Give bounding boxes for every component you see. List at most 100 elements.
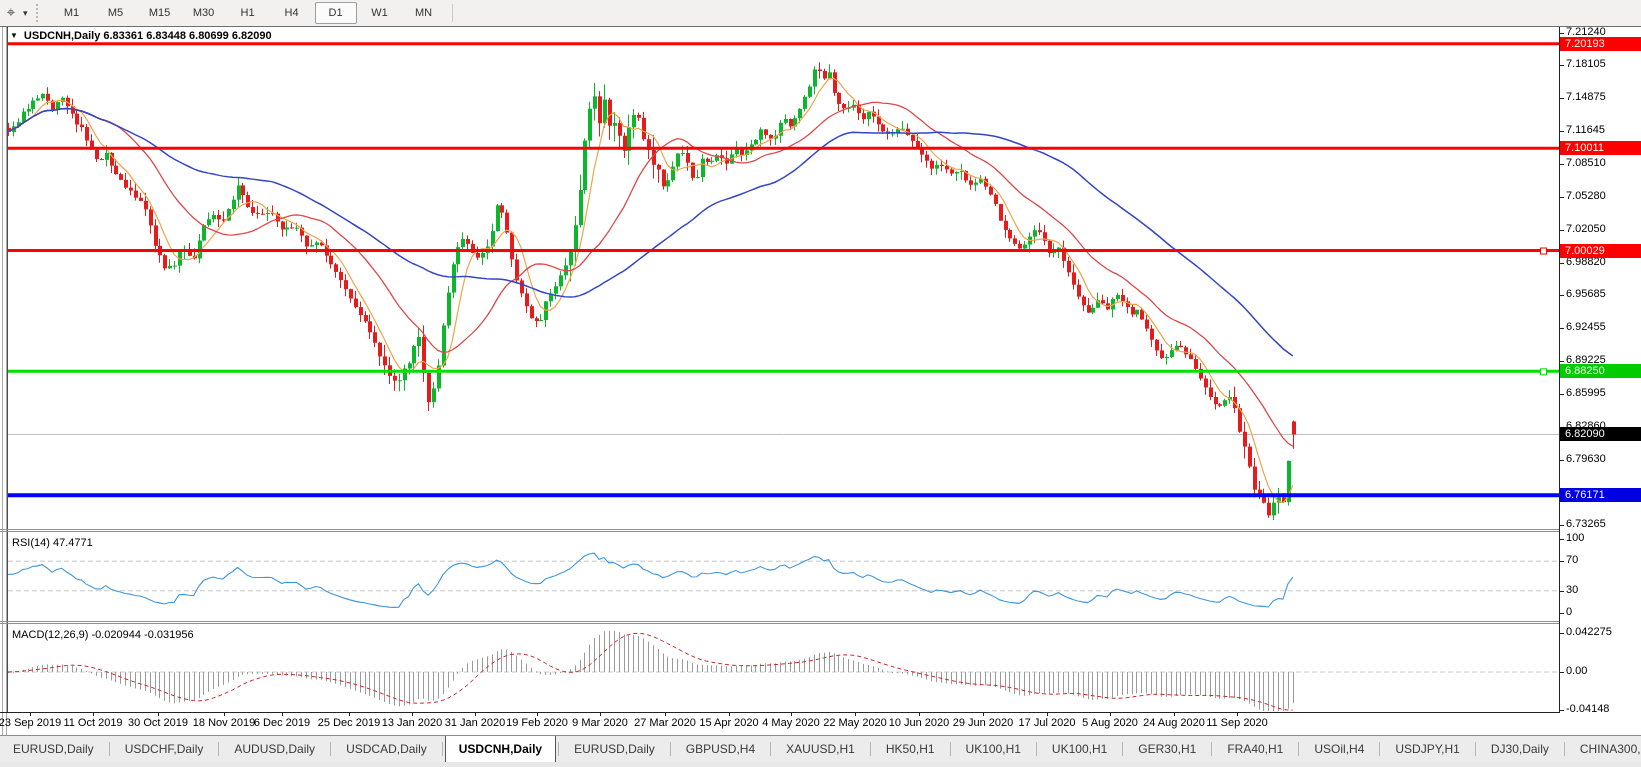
- timeframe-button-MN[interactable]: MN: [414, 7, 433, 19]
- price-tick-label: 7.05280: [1566, 189, 1606, 202]
- date-tick-mark: [600, 712, 601, 716]
- scale-tick-mark: [1560, 163, 1564, 165]
- date-tick-mark: [30, 712, 31, 716]
- timeframe-button-M5[interactable]: M5: [107, 7, 124, 19]
- tab-CHINA300-H1[interactable]: CHINA300,H1: [1579, 742, 1641, 756]
- pane-divider[interactable]: [0, 529, 1641, 530]
- date-label: 19 Feb 2020: [506, 717, 568, 729]
- date-label: 31 Jan 2020: [444, 717, 506, 729]
- date-tick-mark: [282, 712, 283, 716]
- tab-separator: [441, 742, 443, 756]
- timeframe-button-M30[interactable]: M30: [192, 7, 215, 19]
- price-tick-label: 7.21240: [1566, 26, 1606, 38]
- tab-separator: [949, 742, 951, 756]
- scale-tick-mark: [1560, 328, 1564, 330]
- tab-XAUUSD-H1[interactable]: XAUUSD,H1: [786, 742, 855, 756]
- price-tick-label: 7.11645: [1566, 124, 1605, 137]
- tab-USOil-H4[interactable]: USOil,H4: [1314, 742, 1365, 756]
- date-label: 11 Oct 2019: [63, 717, 123, 729]
- tab-separator: [770, 742, 772, 756]
- macd-panel-canvas[interactable]: [8, 624, 1559, 711]
- date-tick-mark: [537, 712, 538, 716]
- date-tick-mark: [158, 712, 159, 716]
- tab-EURUSD-Daily[interactable]: EURUSD,Daily: [574, 742, 655, 756]
- tab-USDCAD-Daily[interactable]: USDCAD,Daily: [346, 742, 427, 756]
- timeframe-button-H4[interactable]: H4: [284, 7, 299, 19]
- scale-tick-mark: [1560, 65, 1564, 67]
- date-label: 15 Apr 2020: [699, 717, 759, 729]
- date-label: 6 Dec 2019: [253, 717, 311, 729]
- tab-AUDUSD-Daily[interactable]: AUDUSD,Daily: [234, 742, 316, 756]
- date-tick-mark: [665, 712, 666, 716]
- tab-EURUSD-Daily[interactable]: EURUSD,Daily: [13, 742, 94, 756]
- tab-UK100-H1[interactable]: UK100,H1: [965, 742, 1021, 756]
- tab-HK50-H1[interactable]: HK50,H1: [885, 742, 935, 756]
- scale-tick-mark: [1560, 196, 1564, 198]
- date-label: 11 Sep 2020: [1206, 717, 1268, 729]
- tab-GER30-H1[interactable]: GER30,H1: [1138, 742, 1197, 756]
- toolbar-grip[interactable]: [35, 4, 42, 22]
- date-tick-mark: [412, 712, 413, 716]
- scale-tick-mark: [1560, 426, 1564, 428]
- scale-tick-mark: [1560, 33, 1564, 34]
- tab-FRA40-H1[interactable]: FRA40,H1: [1227, 742, 1284, 756]
- cursor-tool-icon[interactable]: ⌖: [6, 4, 16, 21]
- dock-splitter[interactable]: [2, 27, 7, 735]
- rsi-panel-canvas[interactable]: [8, 532, 1559, 620]
- price-tick-label: 6.79630: [1566, 452, 1606, 465]
- scale-tick-mark: [1560, 98, 1564, 100]
- price-scale[interactable]: 7.21240 7.18105 7.14875 7.11645 7.08510 7.052…: [1560, 26, 1641, 734]
- bottom-edge: [0, 762, 1641, 767]
- date-label: 25 Dec 2019: [317, 717, 381, 729]
- date-label: 17 Jul 2020: [1018, 717, 1076, 729]
- pane-divider[interactable]: [0, 623, 1641, 624]
- date-tick-mark: [983, 712, 984, 716]
- main-chart-canvas[interactable]: [8, 27, 1559, 530]
- tab-separator: [218, 742, 220, 756]
- pane-divider[interactable]: [0, 621, 1641, 622]
- price-tick-label: 7.18105: [1566, 58, 1606, 71]
- tab-GBPUSD-H4[interactable]: GBPUSD,H4: [685, 742, 756, 756]
- chart-window-top-border: [0, 26, 1641, 27]
- tab-separator: [669, 742, 671, 756]
- date-label: 23 Sep 2019: [0, 717, 62, 729]
- date-label: 18 Nov 2019: [192, 717, 256, 729]
- tab-DJ30-Daily[interactable]: DJ30,Daily: [1490, 742, 1549, 756]
- tab-separator: [1563, 742, 1565, 756]
- tab-USDCNH-Daily[interactable]: USDCNH,Daily: [444, 736, 557, 763]
- price-tick-label: 6.92455: [1566, 321, 1606, 334]
- tab-USDJPY-H1[interactable]: USDJPY,H1: [1395, 742, 1460, 756]
- date-tick-mark: [1047, 712, 1048, 716]
- timeframe-button-D1[interactable]: D1: [314, 2, 357, 24]
- timeframe-button-H1[interactable]: H1: [240, 7, 255, 19]
- chevron-down-icon[interactable]: ▾: [23, 7, 28, 18]
- date-label: 22 May 2020: [823, 717, 887, 729]
- date-label: 9 Mar 2020: [572, 717, 628, 729]
- rsi-tick-label: 30: [1566, 583, 1579, 596]
- scale-tick-mark: [1560, 229, 1564, 231]
- timeframe-button-W1[interactable]: W1: [371, 7, 388, 19]
- price-level-badge: 7.10011: [1560, 141, 1641, 156]
- date-tick-mark: [855, 712, 856, 716]
- price-tick-label: 6.95685: [1566, 288, 1606, 301]
- date-tick-mark: [475, 712, 476, 716]
- tab-separator: [1474, 742, 1476, 756]
- rsi-label: RSI(14) 47.4771: [12, 537, 93, 549]
- timeframe-button-M15[interactable]: M15: [148, 7, 171, 19]
- scale-tick-mark: [1560, 672, 1564, 673]
- scale-tick-mark: [1560, 524, 1564, 526]
- date-label: 30 Oct 2019: [128, 717, 188, 729]
- tab-separator: [1122, 742, 1124, 756]
- timeframe-button-M1[interactable]: M1: [63, 7, 80, 19]
- scale-tick-mark: [1560, 262, 1564, 264]
- price-level-badge: 6.88250: [1560, 364, 1641, 379]
- tab-USDCHF-Daily[interactable]: USDCHF,Daily: [124, 742, 204, 756]
- date-label: 10 Jun 2020: [888, 717, 950, 729]
- tab-UK100-H1[interactable]: UK100,H1: [1051, 742, 1108, 756]
- scale-tick-mark: [1560, 394, 1564, 396]
- date-tick-mark: [93, 712, 94, 716]
- pane-divider[interactable]: [0, 531, 1641, 532]
- date-tick-mark: [224, 712, 225, 716]
- tab-separator: [1298, 742, 1300, 756]
- rsi-tick-label: 100: [1566, 532, 1585, 544]
